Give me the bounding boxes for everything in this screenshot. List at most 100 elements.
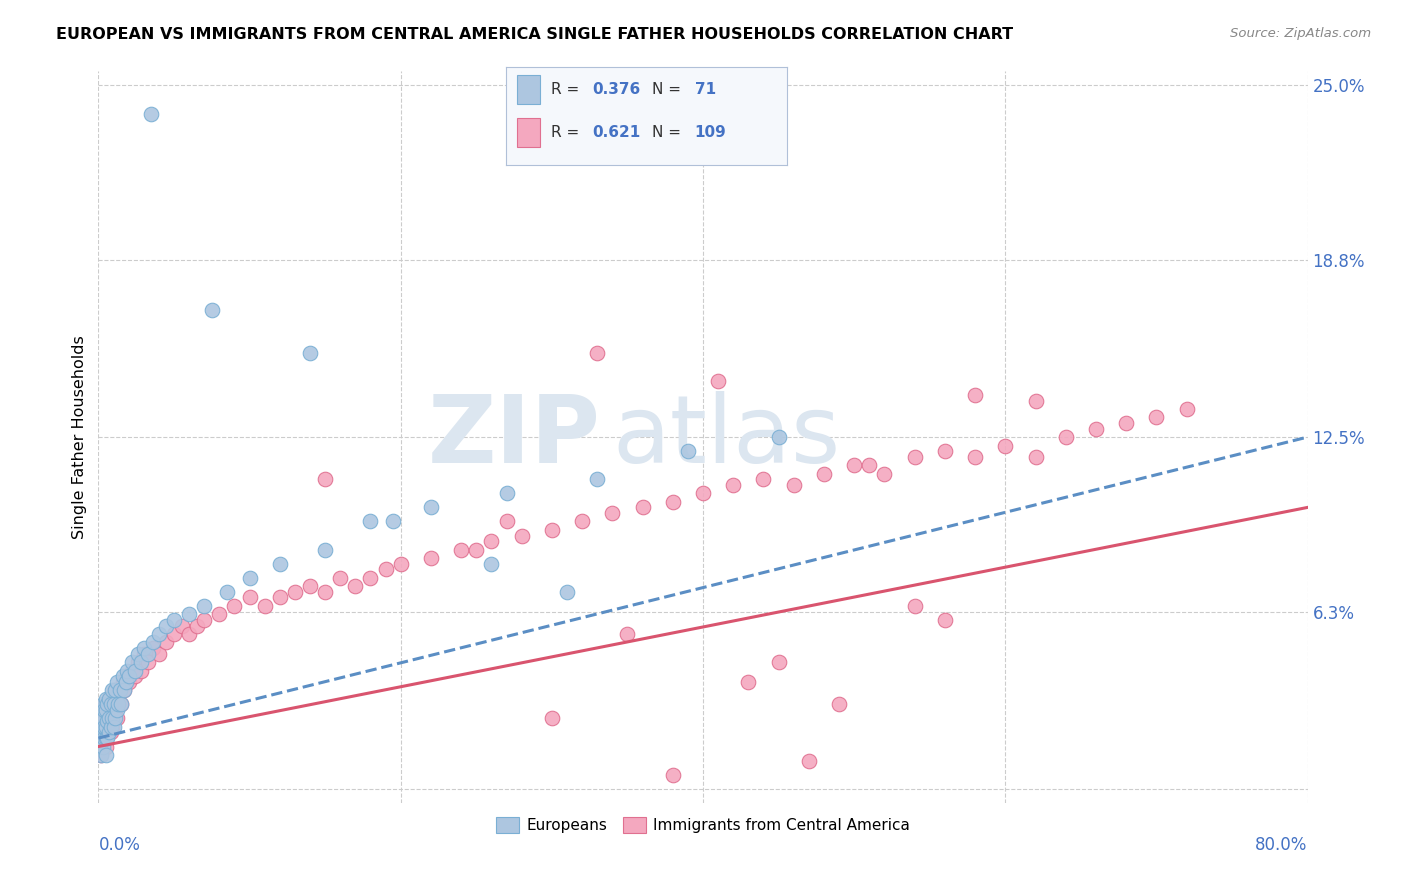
Point	[110, 698, 132, 712]
Point	[602, 506, 624, 520]
Point	[129, 655, 152, 669]
Point	[344, 579, 367, 593]
Point	[91, 739, 114, 754]
Point	[299, 579, 322, 593]
Point	[737, 674, 759, 689]
Point	[768, 655, 790, 669]
Point	[107, 698, 129, 712]
Point	[540, 711, 562, 725]
Point	[170, 618, 193, 632]
Point	[94, 747, 117, 762]
Point	[105, 674, 128, 689]
Point	[100, 711, 122, 725]
Point	[100, 698, 122, 712]
Point	[155, 618, 177, 632]
Point	[510, 528, 533, 542]
Point	[100, 691, 122, 706]
Text: R =: R =	[551, 82, 585, 97]
Point	[121, 664, 143, 678]
Point	[813, 467, 835, 481]
Point	[93, 720, 115, 734]
Point	[239, 571, 262, 585]
Point	[124, 669, 146, 683]
Point	[555, 584, 578, 599]
Point	[389, 557, 412, 571]
Point	[186, 618, 208, 632]
Point	[1115, 416, 1137, 430]
Point	[104, 711, 127, 725]
Point	[124, 664, 146, 678]
Point	[707, 374, 730, 388]
Point	[91, 711, 114, 725]
Point	[571, 515, 593, 529]
Point	[91, 739, 114, 754]
Point	[96, 725, 118, 739]
Point	[129, 664, 152, 678]
Point	[132, 641, 155, 656]
Point	[100, 720, 122, 734]
Point	[215, 584, 238, 599]
Point	[93, 731, 115, 745]
Point	[105, 703, 128, 717]
Point	[115, 669, 138, 683]
Point	[382, 515, 405, 529]
Point	[96, 714, 118, 729]
Point	[768, 430, 790, 444]
Point	[420, 500, 443, 515]
Point	[631, 500, 654, 515]
Point	[783, 478, 806, 492]
Text: 80.0%: 80.0%	[1256, 836, 1308, 854]
Point	[495, 515, 517, 529]
Point	[94, 725, 117, 739]
Point	[142, 635, 165, 649]
Point	[314, 472, 336, 486]
Point	[96, 698, 118, 712]
Point	[481, 534, 503, 549]
Point	[91, 711, 114, 725]
Text: EUROPEAN VS IMMIGRANTS FROM CENTRAL AMERICA SINGLE FATHER HOUSEHOLDS CORRELATION: EUROPEAN VS IMMIGRANTS FROM CENTRAL AMER…	[56, 27, 1014, 42]
Point	[314, 584, 336, 599]
Text: atlas: atlas	[613, 391, 841, 483]
Point	[98, 711, 121, 725]
Point	[1085, 422, 1108, 436]
Point	[94, 720, 117, 734]
Text: 109: 109	[695, 125, 727, 140]
Point	[965, 388, 987, 402]
Point	[965, 450, 987, 464]
Point	[420, 551, 443, 566]
Text: 0.0%: 0.0%	[98, 836, 141, 854]
Point	[873, 467, 896, 481]
Point	[91, 725, 114, 739]
Text: Source: ZipAtlas.com: Source: ZipAtlas.com	[1230, 27, 1371, 40]
Point	[201, 303, 224, 318]
Point	[148, 627, 170, 641]
Point	[314, 542, 336, 557]
Point	[299, 345, 322, 359]
Point	[481, 557, 503, 571]
Point	[269, 591, 291, 605]
Point	[111, 674, 134, 689]
Text: 0.621: 0.621	[592, 125, 640, 140]
Point	[89, 725, 111, 739]
Text: ZIP: ZIP	[427, 391, 600, 483]
Point	[93, 731, 115, 745]
Text: 71: 71	[695, 82, 716, 97]
Point	[101, 720, 124, 734]
Point	[676, 444, 699, 458]
Point	[105, 711, 128, 725]
Point	[103, 711, 125, 725]
Point	[142, 641, 165, 656]
Point	[111, 669, 134, 683]
Point	[94, 691, 117, 706]
Point	[1024, 393, 1046, 408]
Point	[844, 458, 866, 473]
Point	[98, 725, 121, 739]
Point	[179, 627, 201, 641]
Point	[101, 698, 124, 712]
Point	[89, 739, 111, 754]
Point	[93, 703, 115, 717]
Text: N =: N =	[652, 82, 686, 97]
Point	[90, 747, 112, 762]
Point	[163, 613, 186, 627]
Point	[108, 683, 131, 698]
